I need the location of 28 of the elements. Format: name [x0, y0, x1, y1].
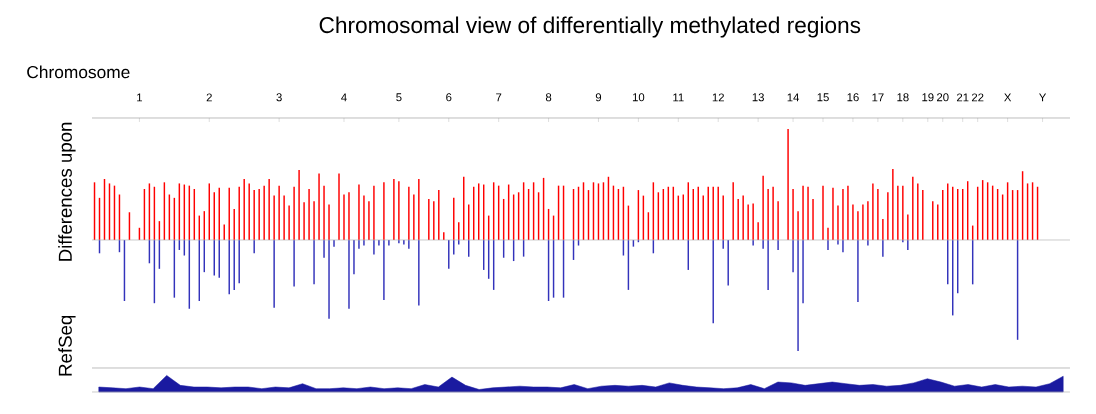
chart-title: Chromosomal view of differentially methylated regions [319, 16, 861, 38]
x-tick-label: 6 [446, 93, 452, 102]
x-tick-label: 4 [341, 93, 347, 102]
x-tick-label: 22 [971, 93, 984, 102]
x-tick-label: 11 [673, 93, 684, 102]
x-tick-label: 5 [396, 93, 402, 102]
x-tick-label: 13 [752, 93, 764, 102]
x-tick-label: 21 [956, 93, 969, 102]
x-tick-label: 10 [632, 93, 645, 102]
x-tick-label: 8 [545, 93, 552, 102]
x-axis-title: Chromosome [27, 65, 130, 79]
x-tick-label: 14 [787, 93, 800, 102]
x-tick-label: 15 [817, 93, 829, 102]
x-tick-label: Y [1039, 93, 1047, 102]
x-tick-label: 17 [872, 93, 884, 102]
x-tick-label: X [1004, 93, 1012, 102]
x-tick-label: 1 [137, 93, 143, 102]
x-tick-label: 20 [937, 93, 949, 102]
x-tick-label: 12 [712, 93, 724, 102]
x-tick-label: 3 [276, 93, 282, 102]
x-tick-label: 9 [595, 93, 602, 102]
y-axis-title: RefSeq [58, 315, 76, 376]
x-tick-label: 7 [496, 93, 502, 102]
x-tick-label: 18 [897, 93, 909, 102]
y-axis-title: Differences upon [58, 122, 76, 261]
x-tick-label: 2 [206, 93, 212, 102]
x-tick-label: 16 [847, 93, 859, 102]
x-tick-label: 19 [922, 93, 934, 102]
